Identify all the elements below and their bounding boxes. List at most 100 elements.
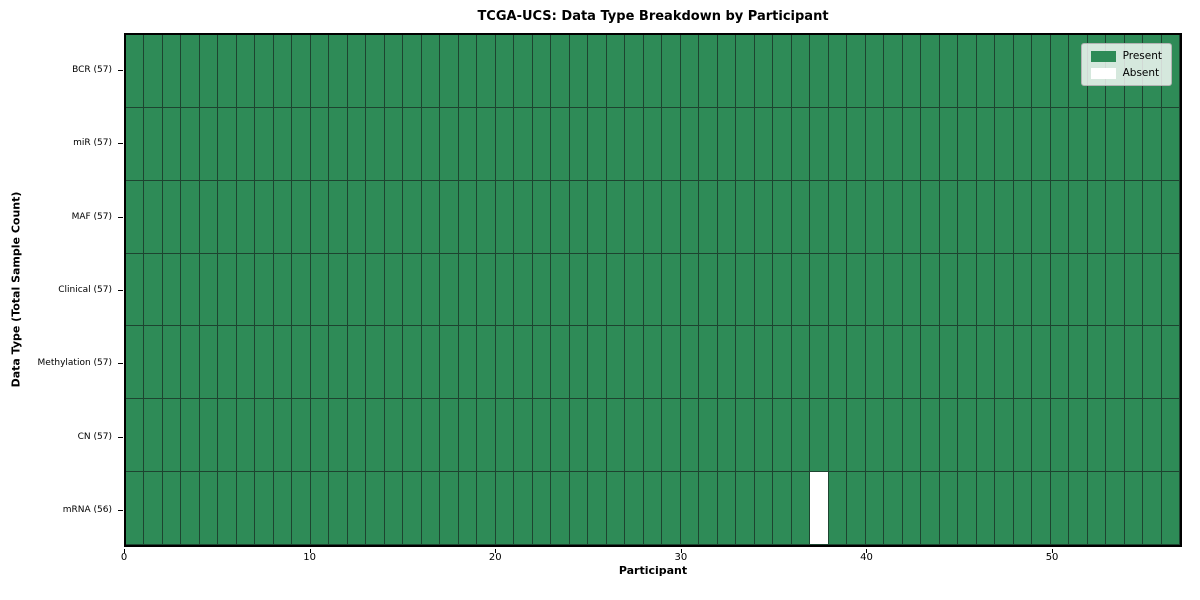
heatmap-cell	[810, 399, 829, 473]
heatmap-cell	[884, 180, 903, 254]
heatmap-cell	[976, 472, 996, 545]
heatmap-cell	[1050, 35, 1070, 108]
heatmap-cell	[495, 180, 515, 254]
heatmap-cell	[199, 399, 219, 473]
heatmap-cell	[921, 253, 940, 327]
heatmap-cell	[643, 399, 663, 473]
heatmap-cell	[1032, 35, 1051, 108]
heatmap-cell	[292, 253, 311, 327]
heatmap-cell	[736, 35, 755, 108]
heatmap-cell	[810, 472, 829, 545]
heatmap-cell	[236, 472, 256, 545]
heatmap-cell	[995, 253, 1014, 327]
heatmap-cell	[662, 326, 681, 400]
heatmap-cell	[421, 180, 441, 254]
heatmap-cell	[403, 472, 422, 545]
heatmap-cell	[199, 326, 219, 400]
heatmap-cell	[1032, 107, 1051, 181]
heatmap-cell	[662, 399, 681, 473]
heatmap-cell	[440, 180, 459, 254]
heatmap-cell	[902, 253, 922, 327]
heatmap-cell	[976, 253, 996, 327]
heatmap-cell	[329, 107, 348, 181]
heatmap-cell	[884, 326, 903, 400]
heatmap-cell	[921, 107, 940, 181]
y-axis-tick-label: MAF (57)	[71, 211, 112, 222]
heatmap-cell	[292, 107, 311, 181]
heatmap-cell	[1106, 399, 1125, 473]
heatmap-cell	[939, 253, 959, 327]
heatmap-cell	[939, 472, 959, 545]
heatmap-cell	[606, 399, 626, 473]
heatmap-cell	[347, 35, 367, 108]
heatmap-cell	[1161, 399, 1180, 473]
heatmap-cell	[144, 399, 163, 473]
heatmap-cell	[1143, 180, 1162, 254]
heatmap-cell	[1124, 253, 1144, 327]
heatmap-cell	[162, 35, 182, 108]
heatmap-cell	[1124, 107, 1144, 181]
heatmap-cell	[199, 472, 219, 545]
heatmap-cell	[477, 472, 496, 545]
heatmap-cell	[384, 107, 404, 181]
y-axis-tick-mark	[118, 216, 123, 218]
heatmap-cell	[440, 253, 459, 327]
heatmap-cell	[976, 107, 996, 181]
x-axis-tick-mark	[1052, 549, 1054, 553]
heatmap-cell	[662, 35, 681, 108]
heatmap-cell	[551, 107, 570, 181]
heatmap-cell	[199, 35, 219, 108]
heatmap-cell	[366, 180, 385, 254]
heatmap-cell	[717, 180, 737, 254]
heatmap-cell	[236, 107, 256, 181]
heatmap-cell	[773, 35, 792, 108]
heatmap-cell	[347, 107, 367, 181]
heatmap-cell	[1069, 253, 1088, 327]
y-axis-tick-mark	[118, 436, 123, 438]
heatmap-cell	[791, 253, 811, 327]
heatmap-cell	[273, 326, 293, 400]
heatmap-cell	[810, 326, 829, 400]
heatmap-cell	[310, 35, 330, 108]
heatmap-cell	[255, 253, 274, 327]
heatmap-cell	[162, 472, 182, 545]
heatmap-cell	[477, 180, 496, 254]
heatmap-cell	[680, 472, 700, 545]
heatmap-cell	[736, 472, 755, 545]
heatmap-cell	[162, 253, 182, 327]
heatmap-cell	[921, 399, 940, 473]
heatmap-cell	[902, 35, 922, 108]
heatmap-cell	[754, 326, 774, 400]
heatmap-cell	[236, 326, 256, 400]
heatmap-cell	[625, 472, 644, 545]
heatmap-cell	[144, 35, 163, 108]
x-axis-tick-mark	[495, 549, 497, 553]
heatmap-cell	[865, 472, 885, 545]
heatmap-cell	[680, 107, 700, 181]
heatmap-cell	[273, 35, 293, 108]
heatmap-cell	[995, 472, 1014, 545]
heatmap-cell	[1106, 326, 1125, 400]
heatmap-cell	[588, 35, 607, 108]
heatmap-cell	[995, 326, 1014, 400]
heatmap-cell	[1032, 399, 1051, 473]
heatmap-cell	[292, 399, 311, 473]
heatmap-cell	[828, 399, 848, 473]
heatmap-cell	[551, 399, 570, 473]
heatmap-cell	[958, 472, 977, 545]
heatmap-cell	[1069, 107, 1088, 181]
heatmap-cell	[236, 180, 256, 254]
heatmap-cell	[144, 472, 163, 545]
heatmap-cell	[939, 180, 959, 254]
heatmap-cell	[958, 326, 977, 400]
heatmap-cell	[773, 253, 792, 327]
heatmap-cell	[958, 253, 977, 327]
heatmap-cell	[495, 399, 515, 473]
heatmap-cell	[236, 399, 256, 473]
heatmap-cell	[1106, 180, 1125, 254]
heatmap-cell	[310, 399, 330, 473]
heatmap-cell	[606, 326, 626, 400]
heatmap-cell	[532, 180, 552, 254]
heatmap-cell	[569, 253, 589, 327]
heatmap-cell	[126, 107, 145, 181]
